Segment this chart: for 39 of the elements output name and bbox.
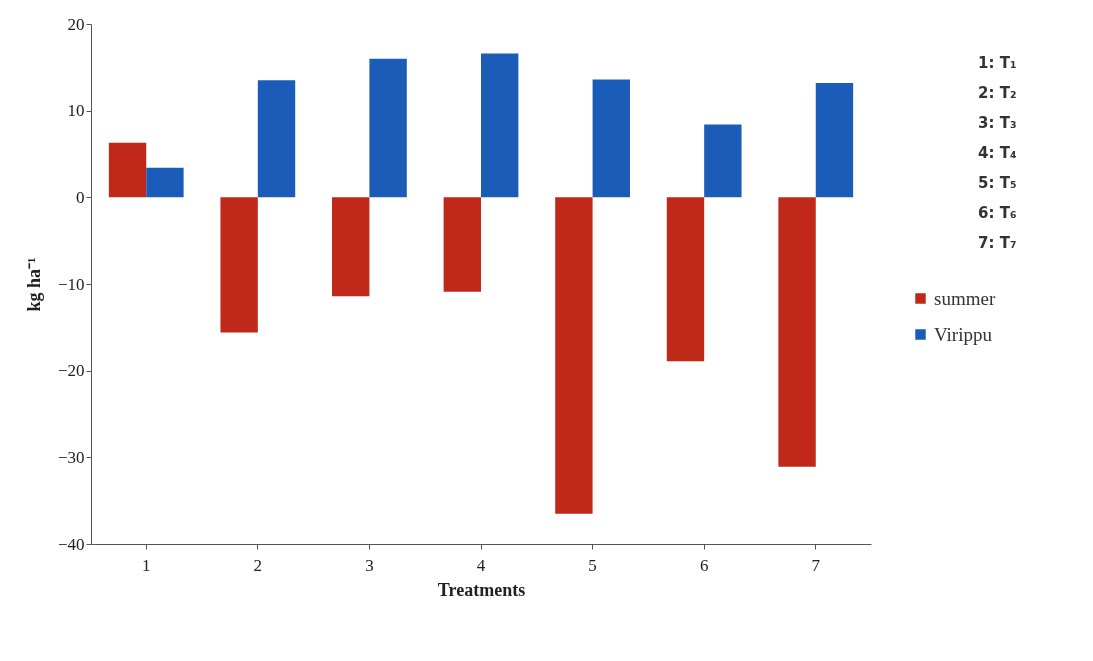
y-tick-label: −30 (57, 447, 85, 467)
bar (592, 79, 630, 198)
bar (555, 197, 593, 514)
x-tick-label: 7 (811, 555, 821, 575)
legend-label: summer (934, 287, 996, 309)
x-tick-label: 2 (253, 555, 263, 575)
text: 4: T₄ (978, 143, 1017, 164)
y-axis-title: kg ha⁻¹ (23, 257, 44, 312)
bar (108, 142, 147, 198)
text: 3: T₃ (978, 113, 1017, 134)
bar (332, 197, 370, 297)
text: 7: T₇ (978, 233, 1017, 254)
y-tick-label: −40 (57, 534, 85, 554)
legend-label: Virippu (934, 323, 993, 345)
x-tick-label: 1 (141, 555, 151, 575)
y-tick-label: 20 (67, 14, 85, 34)
x-tick-label: 5 (588, 555, 597, 575)
text: 6: T₆ (978, 203, 1017, 224)
x-tick-label: 3 (365, 555, 374, 575)
bar (704, 124, 742, 198)
text: 1: T₁ (978, 53, 1017, 74)
x-tick-label: 6 (699, 555, 709, 575)
x-tick-label: 4 (476, 555, 486, 575)
bar (257, 80, 296, 198)
bar (481, 53, 519, 198)
text: 5: T₅ (978, 173, 1017, 194)
bar (220, 197, 258, 333)
y-tick-label: −20 (57, 361, 85, 381)
bar (815, 82, 854, 198)
x-axis-title: Treatments (437, 579, 526, 600)
bar (443, 197, 481, 292)
y-tick-label: 0 (76, 187, 85, 207)
bar (778, 197, 816, 467)
bar (146, 167, 184, 198)
text: 2: T₂ (978, 83, 1017, 104)
y-tick-label: 10 (67, 101, 85, 121)
bar (369, 58, 407, 198)
bar (666, 197, 705, 362)
y-tick-label: −10 (57, 274, 85, 294)
